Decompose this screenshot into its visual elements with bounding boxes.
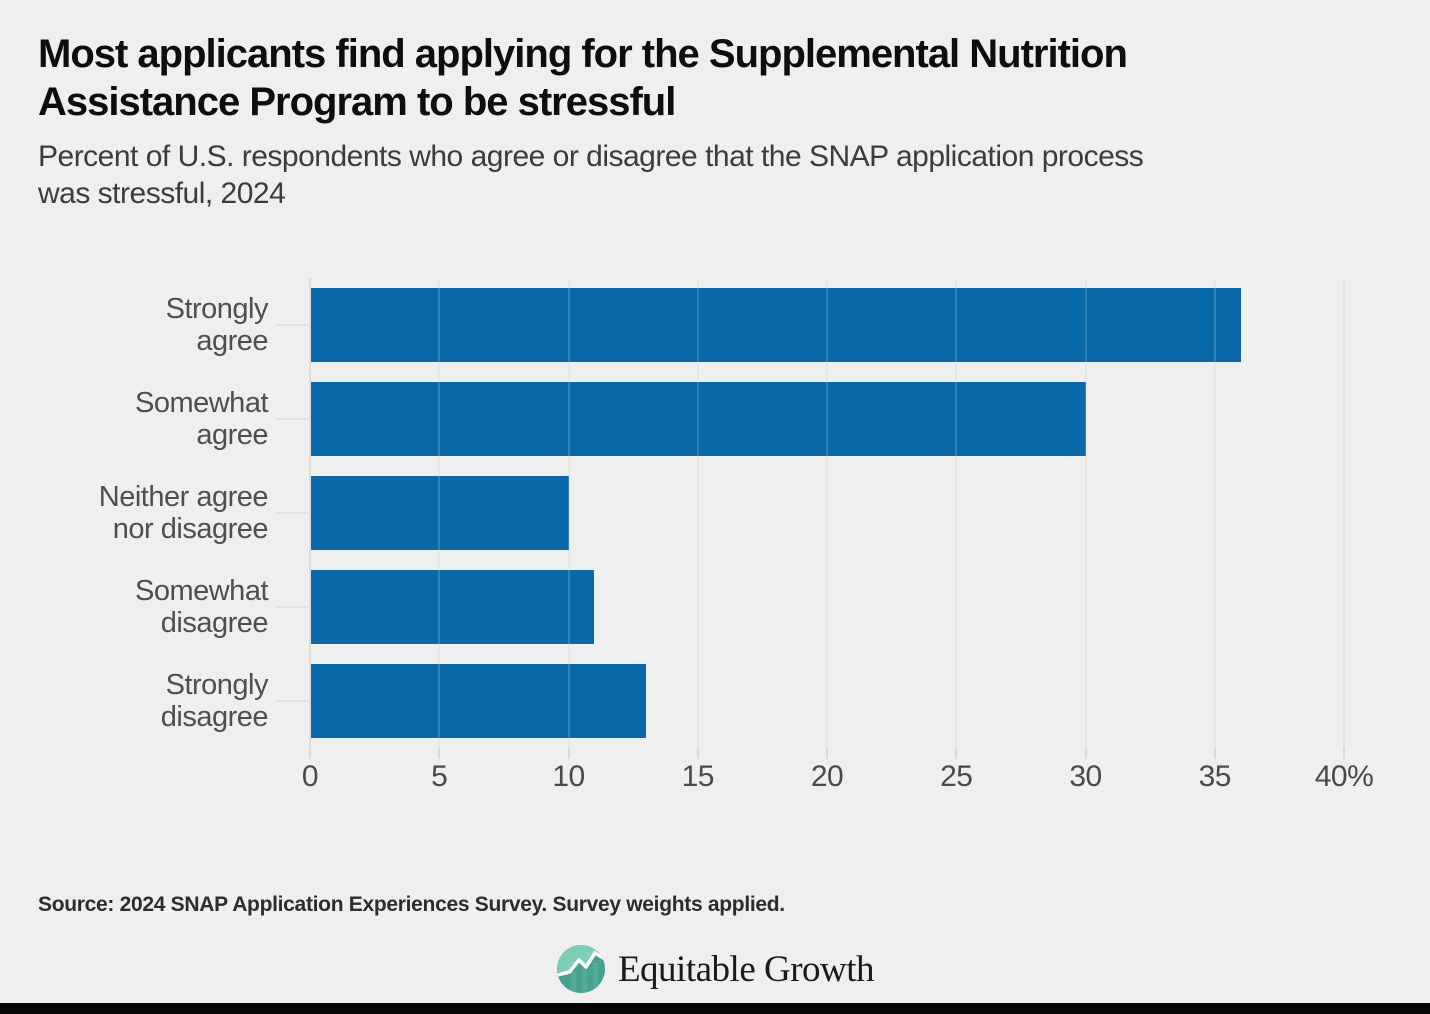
category-label: Strongly disagree [30, 654, 269, 748]
y-axis-tick [275, 606, 309, 608]
bar-somewhat-disagree [310, 570, 595, 644]
gridline [567, 278, 570, 748]
gridline-overlay [955, 278, 958, 748]
line-chart-circle-icon [556, 945, 605, 993]
gridline-overlay [696, 278, 699, 748]
x-axis-tick-label: 40% [1314, 760, 1374, 793]
category-label: Somewhat agree [30, 372, 269, 466]
gridline-overlay [1084, 278, 1087, 748]
x-axis-tick-labels: 0 5 10 15 20 25 30 35 40% [302, 760, 1374, 804]
gridline-overlay [826, 278, 828, 748]
category-label-line: disagree [160, 607, 269, 639]
category-label-line: Neither agree [98, 481, 269, 513]
x-axis-tick [696, 748, 699, 759]
gridline [1084, 278, 1087, 748]
y-axis-tick [275, 700, 309, 702]
bar-neither-agree-nor-disagree [310, 476, 569, 550]
x-axis-tick-label: 20 [810, 760, 844, 793]
x-axis-tick-label: 5 [431, 760, 448, 793]
category-label: Neither agree nor disagree [30, 466, 269, 560]
x-axis-tick-label: 15 [681, 760, 715, 793]
category-label-line: Somewhat [134, 575, 269, 607]
y-axis-tick [275, 418, 309, 420]
y-axis-category-labels: Strongly agree Somewhat agree Neither agree n… [30, 278, 269, 748]
x-axis-tick-label: 0 [301, 760, 319, 793]
category-label: Somewhat disagree [30, 560, 269, 654]
page-title: Most applicants find applying for the Su… [38, 30, 1378, 126]
bar-somewhat-agree [310, 382, 1086, 456]
bar-strongly-agree [310, 288, 1241, 362]
source-note: Source: 2024 SNAP Application Experience… [38, 893, 785, 916]
category-label: Strongly agree [30, 278, 269, 372]
category-label-line: disagree [160, 701, 269, 733]
x-axis-tick-label: 25 [940, 760, 973, 793]
logo-wordmark: Equitable Growth [617, 948, 875, 990]
x-axis-tick [1084, 748, 1087, 759]
x-axis-tick-label: 10 [552, 760, 585, 793]
page-title-line-1: Most applicants find applying for the Su… [38, 32, 1128, 76]
category-label-line: agree [196, 419, 268, 451]
category-label-line: agree [196, 325, 268, 357]
bar-strongly-disagree [310, 664, 647, 738]
x-axis-tick [826, 748, 828, 759]
x-axis-tick [955, 748, 958, 759]
gridline-overlay [1343, 278, 1345, 748]
x-axis-tick [309, 748, 311, 759]
category-label-line: nor disagree [112, 513, 269, 545]
x-axis-tick [567, 748, 570, 759]
x-axis-tick-label: 35 [1198, 760, 1232, 793]
y-axis-tick [275, 324, 309, 326]
gridline [826, 278, 828, 748]
gridline [696, 278, 699, 748]
y-axis-line [309, 278, 311, 756]
x-axis-tick [1343, 748, 1345, 759]
gridline [1343, 278, 1345, 748]
gridline [955, 278, 958, 748]
page-title-line-2: Assistance Program to be stressful [38, 80, 676, 124]
category-label-line: Strongly [165, 669, 269, 701]
x-axis-tick-label: 30 [1069, 760, 1102, 793]
x-axis-tick [438, 748, 441, 759]
y-axis-tick [275, 512, 309, 514]
gridline [1213, 278, 1216, 748]
gridline-overlay [1213, 278, 1216, 748]
x-axis-tick [1213, 748, 1216, 759]
gridline-overlay [438, 278, 441, 748]
bottom-border-bar [0, 1003, 1430, 1014]
chart-subtitle-line-2: was stressful, 2024 [38, 177, 286, 210]
category-label-line: Strongly [165, 293, 269, 325]
chart-subtitle-line-1: Percent of U.S. respondents who agree or… [38, 140, 1144, 173]
chart-subtitle: Percent of U.S. respondents who agree or… [38, 138, 1388, 212]
category-label-line: Somewhat [134, 387, 269, 419]
plot-area [275, 278, 1345, 759]
equitable-growth-logo: Equitable Growth [0, 940, 1430, 998]
gridline-overlay [567, 278, 570, 748]
